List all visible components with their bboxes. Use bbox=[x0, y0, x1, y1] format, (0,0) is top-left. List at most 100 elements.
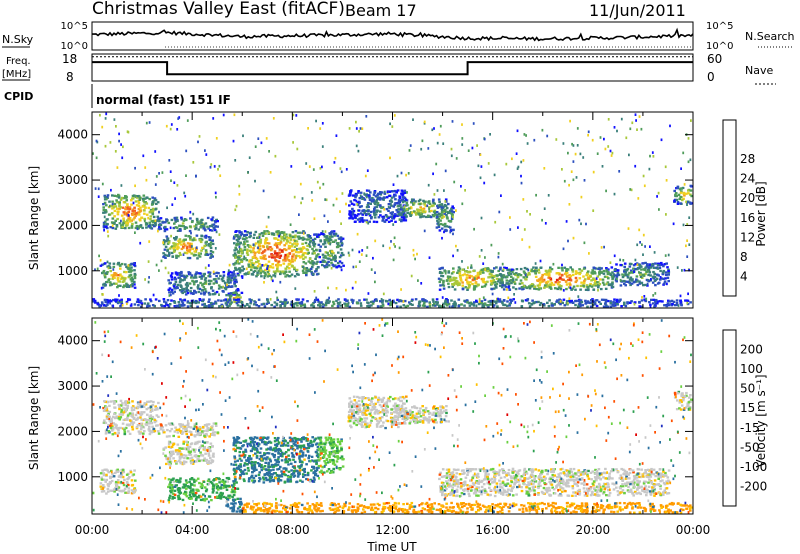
range-cell-599 bbox=[107, 471, 110, 474]
range-cell-2546 bbox=[570, 288, 573, 291]
range-cell-3333 bbox=[327, 301, 330, 305]
range-cell-660 bbox=[106, 469, 110, 472]
range-cell-365 bbox=[199, 226, 203, 229]
range-cell-3047 bbox=[148, 304, 151, 308]
range-cell-2941 bbox=[370, 304, 373, 307]
range-cell-2911 bbox=[243, 304, 247, 308]
range-cell-4019 bbox=[523, 228, 526, 231]
range-cell-3907 bbox=[583, 179, 586, 182]
range-cell-1972 bbox=[403, 199, 406, 203]
range-cell-529 bbox=[179, 462, 183, 465]
range-cell-3053 bbox=[547, 304, 551, 308]
range-cell-270 bbox=[212, 422, 216, 425]
range-cell-104 bbox=[119, 399, 123, 402]
range-cell-2423 bbox=[605, 267, 608, 270]
range-cell-1604 bbox=[328, 232, 332, 235]
range-cell-3275 bbox=[186, 300, 190, 303]
range-cell-1206 bbox=[287, 255, 290, 258]
range-cell-806 bbox=[182, 287, 186, 291]
range-cell-3859 bbox=[448, 305, 451, 308]
range-cell-864 bbox=[185, 289, 189, 292]
range-cell-2963 bbox=[467, 302, 471, 305]
noise-right-tick-bottom: 10^0 bbox=[706, 41, 733, 52]
range-cell-3711 bbox=[575, 176, 578, 179]
range-cell-2059 bbox=[437, 225, 441, 228]
range-cell-2492 bbox=[556, 272, 559, 275]
range-cell-3610 bbox=[686, 301, 689, 305]
range-cell-580 bbox=[123, 487, 127, 490]
range-cell-2164 bbox=[454, 280, 458, 283]
range-cell-2881 bbox=[550, 302, 554, 305]
range-cell-3098 bbox=[426, 305, 429, 308]
range-cell-1445 bbox=[296, 242, 299, 246]
range-cell-2367 bbox=[604, 287, 608, 290]
range-cell-704 bbox=[233, 278, 236, 281]
range-cell-3898 bbox=[233, 113, 236, 117]
range-cell-3090 bbox=[208, 304, 211, 307]
range-cell-591 bbox=[103, 468, 107, 471]
range-cell-177 bbox=[115, 195, 119, 198]
range-cell-3835 bbox=[497, 255, 500, 259]
cpid-label: CPID bbox=[4, 90, 33, 103]
range-cell-364 bbox=[169, 423, 172, 426]
range-cell-2256 bbox=[466, 288, 469, 291]
range-cell-2774 bbox=[655, 277, 659, 280]
range-cell-2554 bbox=[564, 273, 568, 276]
range-cell-325 bbox=[182, 219, 186, 222]
range-cell-1687 bbox=[357, 209, 361, 212]
range-cell-1633 bbox=[379, 214, 382, 217]
range-cell-905 bbox=[237, 296, 241, 299]
range-cell-2196 bbox=[442, 287, 446, 290]
range-cell-656 bbox=[104, 272, 108, 275]
range-cell-2435 bbox=[505, 279, 509, 282]
range-cell-2237 bbox=[476, 274, 479, 277]
range-cell-2758 bbox=[665, 262, 668, 265]
range-cell-1799 bbox=[348, 210, 352, 213]
range-cell-7 bbox=[135, 213, 138, 216]
range-cell-1999 bbox=[406, 204, 409, 207]
range-cell-323 bbox=[195, 217, 199, 221]
range-cell-1285 bbox=[297, 254, 301, 258]
range-cell-2604 bbox=[543, 284, 547, 287]
range-cell-35 bbox=[128, 218, 132, 222]
range-cell-3863 bbox=[601, 165, 604, 168]
beam-label: Beam 17 bbox=[345, 1, 417, 20]
range-cell-231 bbox=[117, 193, 120, 197]
range-cell-125 bbox=[137, 202, 141, 205]
range-cell-3077 bbox=[146, 305, 149, 308]
range-cell-216 bbox=[144, 423, 148, 426]
range-cell-2893 bbox=[317, 304, 320, 307]
range-cell-2305 bbox=[603, 275, 607, 278]
range-cell-706 bbox=[184, 293, 188, 296]
range-cell-598 bbox=[115, 485, 119, 489]
range-cell-2227 bbox=[502, 284, 506, 287]
range-cell-451 bbox=[169, 454, 173, 458]
range-cell-118 bbox=[145, 418, 149, 422]
range-cell-3665 bbox=[226, 283, 228, 287]
range-cell-378 bbox=[216, 220, 219, 223]
range-cell-423 bbox=[164, 446, 167, 449]
range-cell-3810 bbox=[520, 174, 522, 178]
range-cell-361 bbox=[180, 224, 183, 228]
range-cell-3764 bbox=[335, 134, 338, 137]
range-cell-315 bbox=[210, 229, 214, 232]
range-cell-3274 bbox=[619, 298, 622, 301]
range-cell-2238 bbox=[467, 286, 471, 289]
range-cell-771 bbox=[207, 291, 211, 295]
range-cell-3390 bbox=[180, 300, 184, 303]
range-cell-804 bbox=[226, 278, 230, 282]
range-cell-3821 bbox=[214, 191, 217, 195]
range-cell-1976 bbox=[424, 204, 428, 207]
range-cell-2213 bbox=[457, 266, 461, 269]
range-cell-3580 bbox=[672, 222, 675, 226]
range-cell-3755 bbox=[315, 119, 317, 123]
range-cell-2276 bbox=[502, 274, 506, 277]
range-cell-4037 bbox=[352, 301, 354, 305]
range-cell-3879 bbox=[222, 113, 225, 117]
range-cell-1438 bbox=[281, 231, 284, 235]
power-cbar-tick-4: 20 bbox=[740, 191, 755, 205]
range-cell-492 bbox=[196, 257, 199, 260]
range-cell-4085 bbox=[209, 166, 212, 169]
range-cell-3015 bbox=[528, 305, 532, 308]
range-cell-538 bbox=[209, 449, 212, 453]
